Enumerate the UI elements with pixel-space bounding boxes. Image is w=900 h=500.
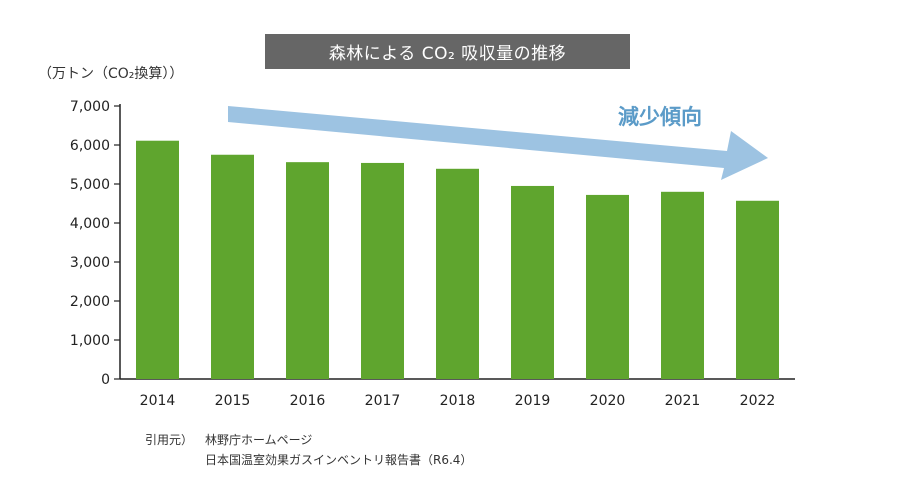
y-tick-label: 0 [101,372,110,388]
bar-2020 [586,194,629,379]
trend-annotation: 減少傾向 [228,105,768,180]
x-tick-label: 2020 [590,393,626,409]
y-tick-label: 1,000 [70,333,110,349]
chart-title: 森林による CO₂ 吸収量の推移 [265,34,630,69]
bar-2017 [361,162,404,379]
bar-2016 [286,162,329,379]
x-tick-label: 2014 [140,393,176,409]
x-tick-label: 2022 [740,393,776,409]
y-tick-label: 2,000 [70,294,110,310]
y-tick-label: 6,000 [70,138,110,154]
x-tick-label: 2015 [215,393,251,409]
y-tick-label: 5,000 [70,177,110,193]
y-tick-label: 7,000 [70,99,110,115]
downward-trend-arrow [228,106,768,180]
source-line-1: 林野庁ホームページ [205,433,313,447]
x-tick-label: 2019 [515,393,551,409]
bar-2021 [661,191,704,379]
y-tick-label: 4,000 [70,216,110,232]
x-tick-label: 2018 [440,393,476,409]
bar-2015 [211,154,254,379]
y-axis-unit-label: （万トン（CO₂換算）） [38,66,184,82]
bar-2018 [436,168,479,379]
bar-2014 [136,140,179,379]
bar-2022 [736,200,779,379]
x-tick-label: 2016 [290,393,326,409]
y-ticks: 0 1,000 2,000 3,000 4,000 5,000 6,000 7,000 [70,99,120,388]
bars [136,140,779,379]
source-label: 引用元） [145,433,194,447]
trend-label: 減少傾向 [618,105,702,129]
source-note: 引用元） 林野庁ホームページ 日本国温室効果ガスインベントリ報告書（R6.4） [145,430,472,470]
bar-2019 [511,185,554,379]
x-ticks: 2014 2015 2016 2017 2018 2019 2020 2021 2022 [140,393,776,409]
source-line-2: 日本国温室効果ガスインベントリ報告書（R6.4） [205,453,473,467]
x-tick-label: 2017 [365,393,401,409]
y-tick-label: 3,000 [70,255,110,271]
x-tick-label: 2021 [665,393,701,409]
